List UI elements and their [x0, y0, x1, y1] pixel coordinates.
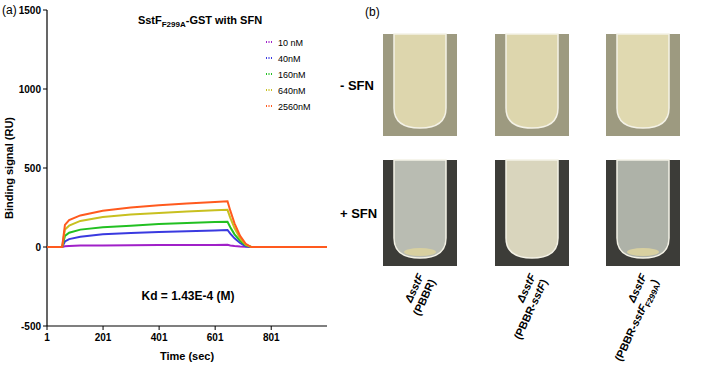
- legend-swatch: [266, 105, 272, 107]
- x-tick: [159, 326, 160, 330]
- tube: [506, 34, 558, 128]
- x-tick-label: 401: [151, 332, 168, 343]
- panel-label: (b): [365, 5, 380, 19]
- series-line: [47, 201, 327, 247]
- x-tick-label: 801: [263, 332, 280, 343]
- annotation: Kd = 1.43E-4 (M): [141, 289, 234, 303]
- tube: [506, 160, 558, 258]
- row-label: - SFN: [340, 78, 374, 93]
- x-tick: [215, 326, 216, 330]
- y-tick: [43, 168, 47, 169]
- column-label-line: (PBBR-sstF): [511, 277, 549, 341]
- x-axis-label: Time (sec): [160, 350, 215, 362]
- x-tick: [271, 326, 272, 330]
- tube-photo: [606, 160, 680, 266]
- column-label: ΔsstF(PBBR): [399, 271, 438, 317]
- legend-swatch: [266, 73, 272, 75]
- x-tick: [47, 326, 48, 330]
- label-part: (PBBR): [410, 277, 437, 317]
- tube-photo: [495, 160, 569, 266]
- column-label: ΔsstF(PBBR-sstF): [500, 271, 550, 341]
- series-line: [47, 222, 327, 247]
- photo-bg: [606, 160, 680, 266]
- tube-photo: [383, 160, 457, 266]
- legend: 10 nM 40nM 160nM 640nM 2560nM: [266, 38, 311, 112]
- x-axis: [47, 325, 327, 326]
- axes: -500 0 500 1000 1500 1 201 401 601 801: [19, 5, 327, 343]
- tube-photo: [383, 34, 457, 136]
- photo-bg: [606, 34, 680, 136]
- sediment: [404, 248, 436, 256]
- legend-label: 160nM: [278, 70, 306, 80]
- y-tick: [43, 10, 47, 11]
- legend-label: 2560nM: [278, 102, 311, 112]
- tube-photo: [606, 34, 680, 136]
- tube: [394, 160, 446, 258]
- photo-bg: [383, 160, 457, 266]
- legend-label: 40nM: [278, 54, 301, 64]
- x-tick-label: 601: [207, 332, 224, 343]
- y-tick-label: 1500: [19, 5, 42, 16]
- column-label-line: (PBBR): [410, 277, 437, 317]
- label-part: (PBBR-: [511, 301, 538, 341]
- lines: [47, 201, 327, 247]
- title-suffix: -GST with SFN: [186, 14, 262, 26]
- y-tick-label: 1000: [19, 84, 42, 95]
- x-tick-label: 201: [95, 332, 112, 343]
- y-axis-label: Binding signal (RU): [3, 117, 15, 219]
- x-tick: [103, 326, 104, 330]
- tube-photo: [495, 34, 569, 136]
- figure: -500 0 500 1000 1500 1 201 401 601 801 Time (sec) B…: [0, 0, 709, 370]
- series-line: [47, 210, 327, 247]
- series-line: [47, 230, 327, 247]
- x-tick-label: 1: [44, 332, 50, 343]
- title-subscript: F299A: [162, 20, 186, 29]
- column-label-line: (PBBR-sstFF299A): [612, 277, 663, 364]
- legend-label: 10 nM: [278, 38, 303, 48]
- y-tick-label: -500: [21, 321, 41, 332]
- y-tick-label: 500: [24, 163, 41, 174]
- photo-bg: [383, 34, 457, 136]
- legend-label: 640nM: [278, 86, 306, 96]
- title-text: SstF: [138, 14, 162, 26]
- label-part: (PBBR-: [612, 323, 639, 363]
- sediment: [627, 248, 659, 256]
- y-tick: [43, 247, 47, 248]
- panel-label: (a): [2, 3, 17, 17]
- photo-bg: [495, 160, 569, 266]
- y-tick: [43, 326, 47, 327]
- tube: [394, 34, 446, 128]
- label-part: ): [648, 277, 661, 286]
- row-label: + SFN: [340, 206, 377, 221]
- label-part: F299A: [643, 283, 661, 309]
- column-label: ΔsstF(PBBR-sstFF299A): [600, 271, 663, 364]
- legend-swatch: [266, 57, 272, 59]
- photo-bg: [495, 34, 569, 136]
- tube: [617, 34, 669, 128]
- label-part: ): [537, 277, 550, 286]
- legend-swatch: [266, 89, 272, 91]
- title: SstFF299A-GST with SFN: [138, 14, 262, 29]
- y-tick-label: 0: [35, 242, 41, 253]
- legend-swatch: [266, 41, 272, 43]
- tube: [617, 160, 669, 258]
- y-tick: [43, 89, 47, 90]
